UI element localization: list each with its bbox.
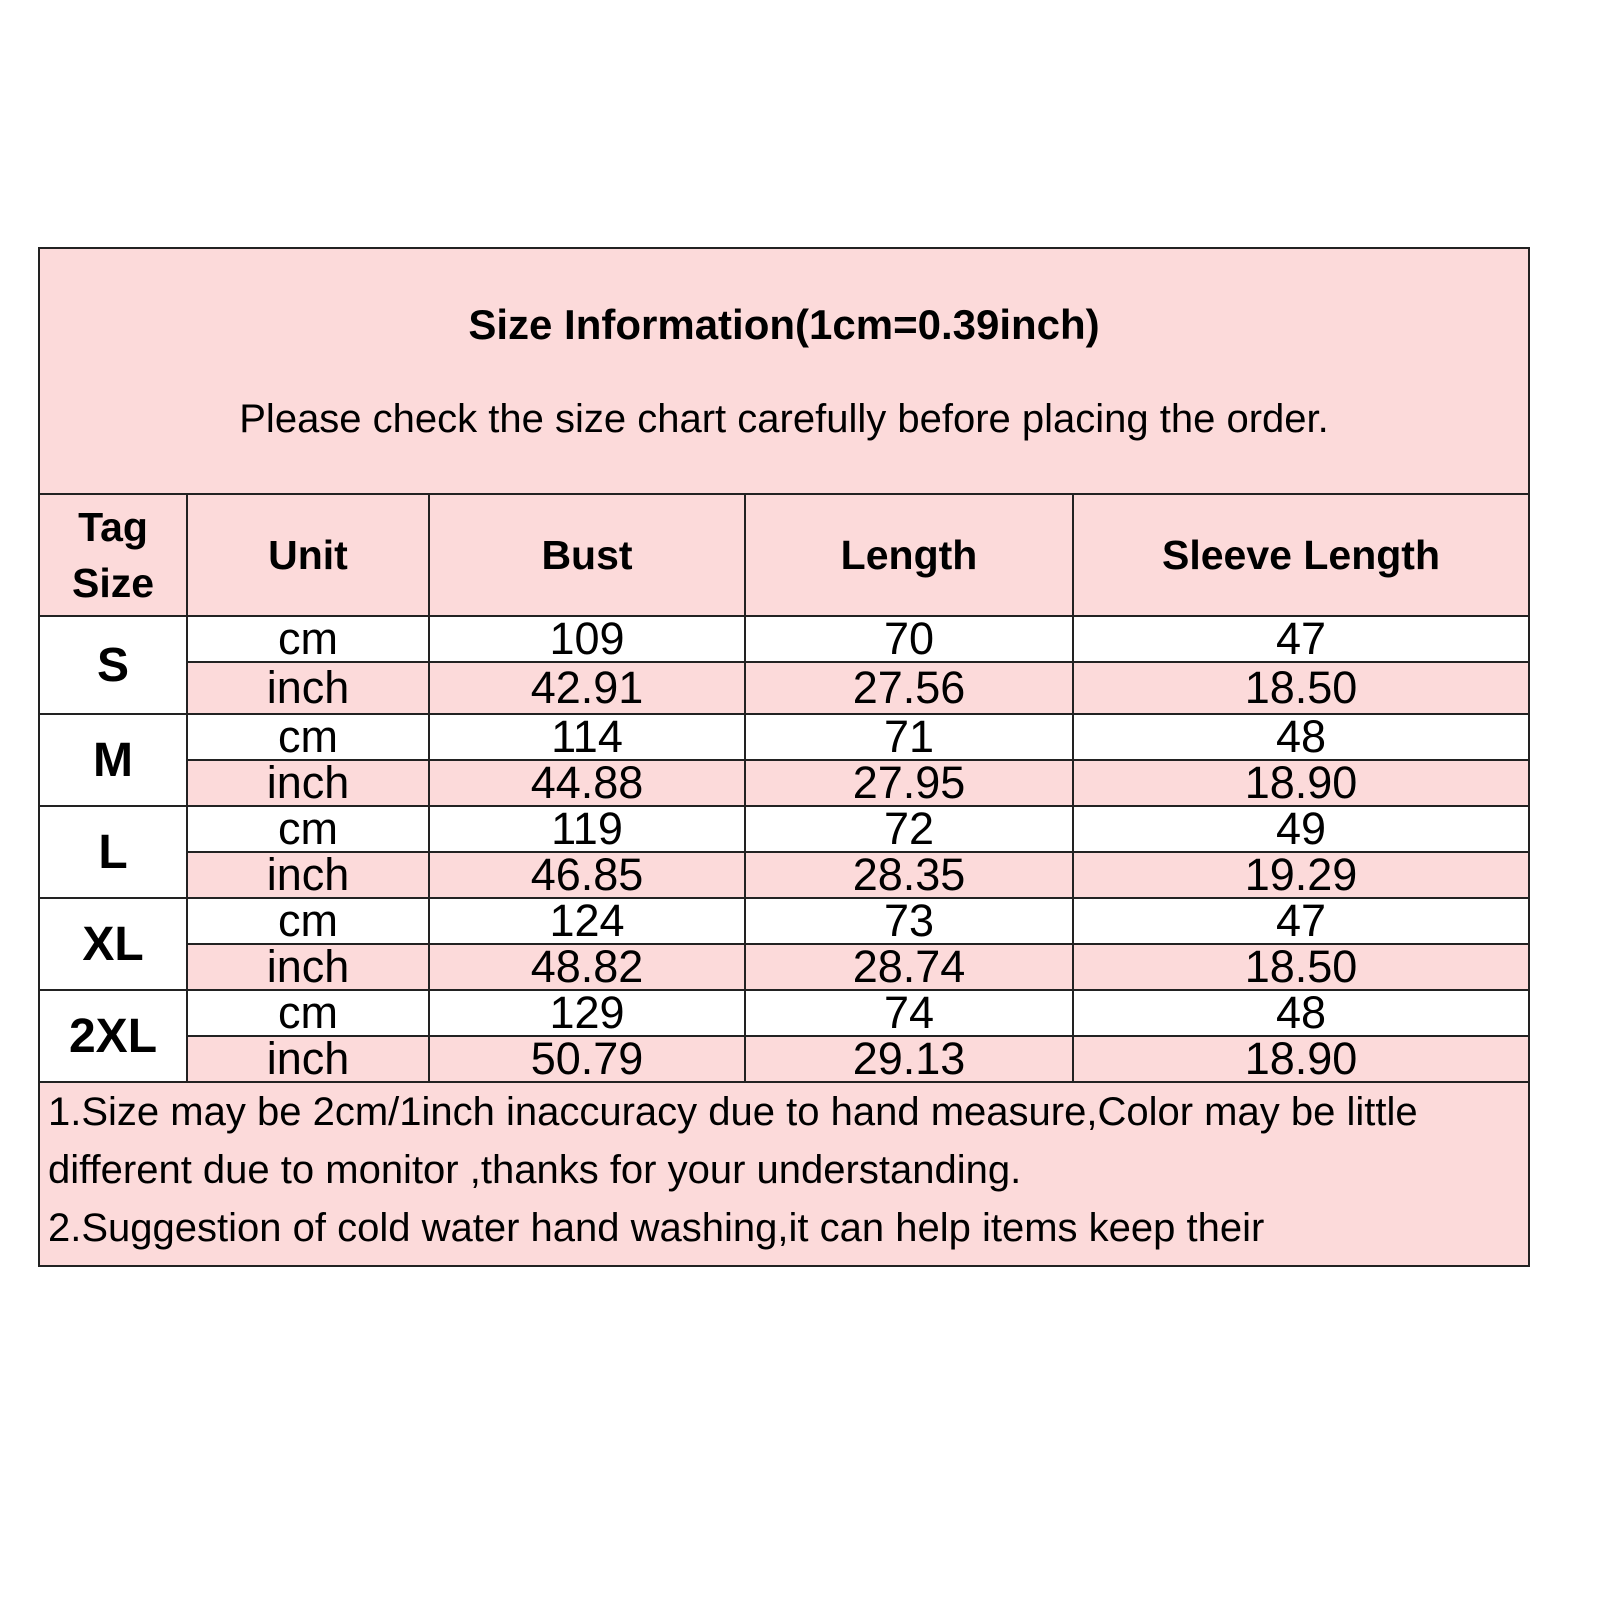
tag-size-cell: S bbox=[38, 615, 188, 715]
bust-cell: 129 bbox=[428, 989, 746, 1037]
table-row-xl-inch: inch 48.82 28.74 18.50 bbox=[39, 943, 1531, 991]
sleeve-cell: 49 bbox=[1071, 805, 1531, 853]
tag-size-cell: L bbox=[38, 805, 188, 899]
tag-size-cell: M bbox=[38, 713, 188, 807]
tag-size-cell: 2XL bbox=[38, 989, 188, 1083]
table-row-s-inch: inch 42.91 27.56 18.50 bbox=[39, 661, 1531, 715]
table-row-2xl-cm: 2XL cm 129 74 48 bbox=[38, 989, 1531, 1083]
unit-cell: inch bbox=[186, 943, 430, 991]
bust-cell: 109 bbox=[428, 615, 746, 663]
header-row: Tag Size Unit Bust Length Sleeve Length bbox=[38, 493, 1531, 617]
unit-cell: inch bbox=[186, 661, 430, 715]
table-row-xl-cm: XL cm 124 73 47 bbox=[38, 897, 1531, 991]
length-cell: 73 bbox=[744, 897, 1074, 945]
unit-cell: inch bbox=[186, 759, 430, 807]
bust-cell: 114 bbox=[428, 713, 746, 761]
bust-cell: 42.91 bbox=[428, 661, 746, 715]
bust-cell: 119 bbox=[428, 805, 746, 853]
table-row-2xl-inch: inch 50.79 29.13 18.90 bbox=[39, 1035, 1531, 1083]
chart-title: Size Information(1cm=0.39inch) bbox=[468, 300, 1100, 348]
table-row-m-inch: inch 44.88 27.95 18.90 bbox=[39, 759, 1531, 807]
length-cell: 29.13 bbox=[744, 1035, 1074, 1083]
header-unit: Unit bbox=[186, 493, 430, 617]
bust-cell: 46.85 bbox=[428, 851, 746, 899]
header-tag-size: Tag Size bbox=[38, 493, 188, 617]
length-cell: 74 bbox=[744, 989, 1074, 1037]
length-cell: 71 bbox=[744, 713, 1074, 761]
sleeve-cell: 18.90 bbox=[1071, 759, 1531, 807]
sleeve-cell: 18.50 bbox=[1071, 661, 1531, 715]
title-cell: Size Information(1cm=0.39inch) Please ch… bbox=[37, 247, 1531, 495]
bust-cell: 44.88 bbox=[428, 759, 746, 807]
length-cell: 27.95 bbox=[744, 759, 1074, 807]
chart-subtitle: Please check the size chart carefully be… bbox=[239, 396, 1329, 441]
bust-cell: 48.82 bbox=[428, 943, 746, 991]
length-cell: 28.74 bbox=[744, 943, 1074, 991]
length-cell: 70 bbox=[744, 615, 1074, 663]
sleeve-cell: 18.90 bbox=[1071, 1035, 1531, 1083]
note-2: 2.Suggestion of cold water hand washing,… bbox=[48, 1206, 1265, 1250]
length-cell: 72 bbox=[744, 805, 1074, 853]
sleeve-cell: 47 bbox=[1071, 615, 1531, 663]
size-chart-table: Size Information(1cm=0.39inch) Please ch… bbox=[37, 247, 1531, 1267]
sleeve-cell: 18.50 bbox=[1071, 943, 1531, 991]
sleeve-cell: 19.29 bbox=[1071, 851, 1531, 899]
unit-cell: cm bbox=[186, 713, 430, 761]
tag-size-cell: XL bbox=[38, 897, 188, 991]
length-cell: 28.35 bbox=[744, 851, 1074, 899]
length-cell: 27.56 bbox=[744, 661, 1074, 715]
header-length: Length bbox=[744, 493, 1074, 617]
unit-cell: cm bbox=[186, 615, 430, 663]
header-sleeve-length: Sleeve Length bbox=[1071, 493, 1531, 617]
bust-cell: 50.79 bbox=[428, 1035, 746, 1083]
sleeve-cell: 48 bbox=[1071, 989, 1531, 1037]
note-1: 1.Size may be 2cm/1inch inaccuracy due t… bbox=[48, 1090, 1418, 1192]
unit-cell: inch bbox=[186, 1035, 430, 1083]
unit-cell: cm bbox=[186, 897, 430, 945]
sleeve-cell: 47 bbox=[1071, 897, 1531, 945]
unit-cell: inch bbox=[186, 851, 430, 899]
header-bust: Bust bbox=[428, 493, 746, 617]
unit-cell: cm bbox=[186, 805, 430, 853]
sleeve-cell: 48 bbox=[1071, 713, 1531, 761]
unit-cell: cm bbox=[186, 989, 430, 1037]
table-row-l-inch: inch 46.85 28.35 19.29 bbox=[39, 851, 1531, 899]
bust-cell: 124 bbox=[428, 897, 746, 945]
notes-cell: 1.Size may be 2cm/1inch inaccuracy due t… bbox=[37, 1081, 1531, 1267]
